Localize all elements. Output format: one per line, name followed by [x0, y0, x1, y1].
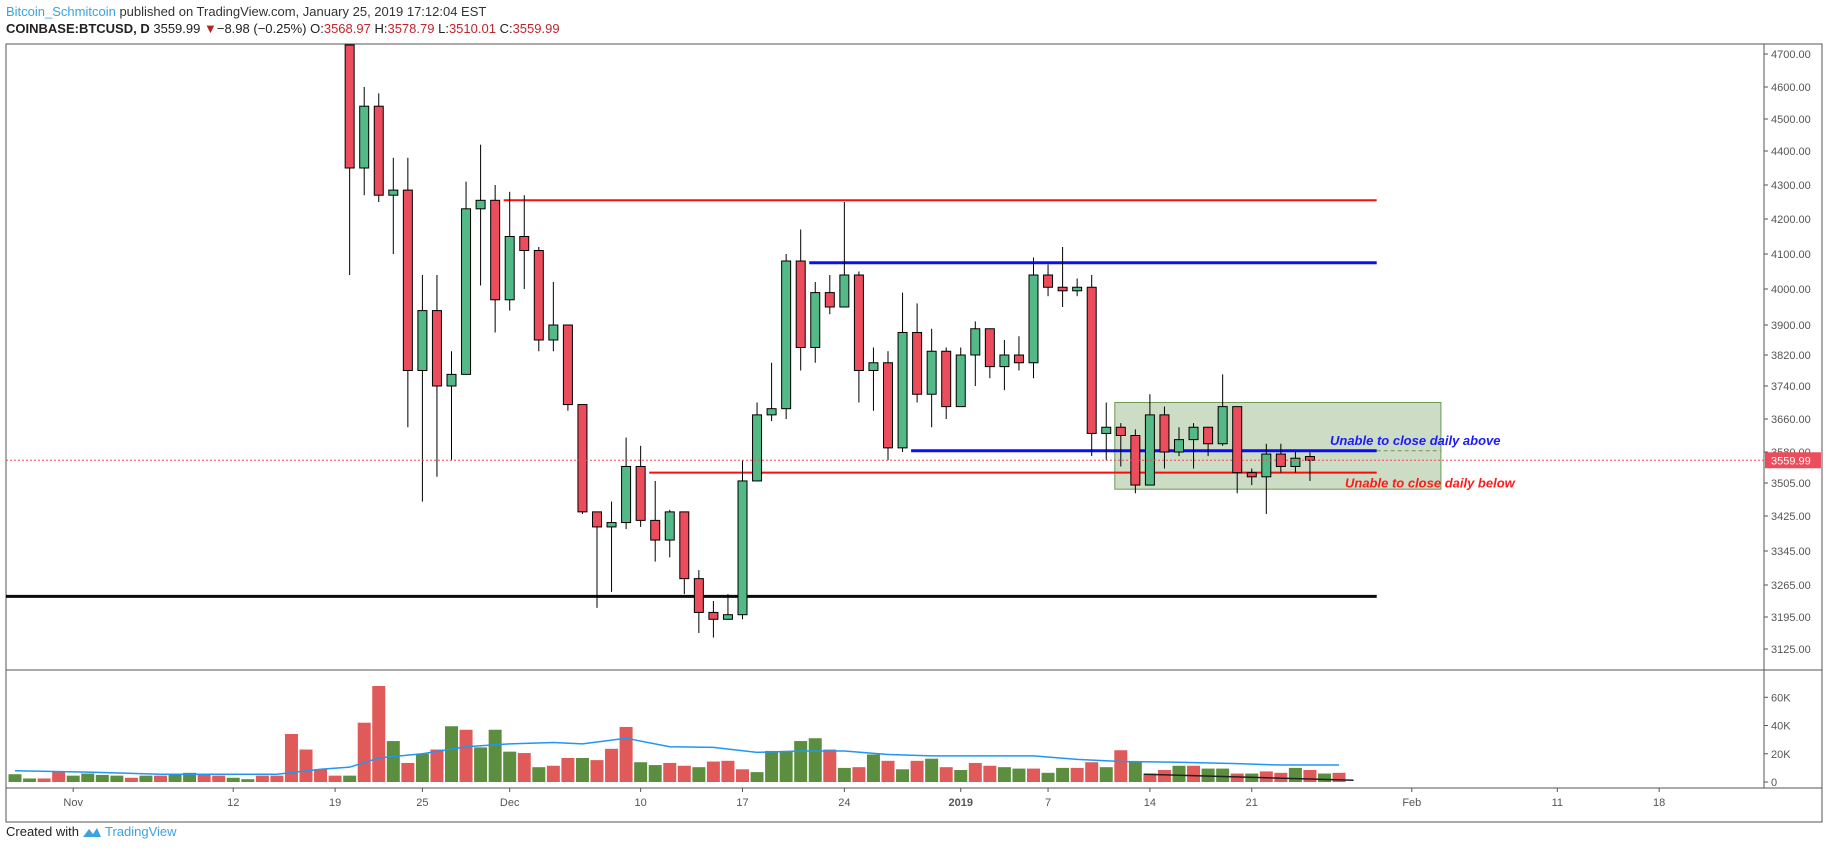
high-label: H: — [374, 21, 388, 36]
time-tick-label: Dec — [500, 797, 520, 809]
tradingview-link[interactable]: TradingView — [104, 824, 177, 839]
price-tick-label: 3425.00 — [1771, 511, 1811, 523]
symbol-label: COINBASE:BTCUSD, D — [6, 21, 150, 36]
price-tick-label: 3265.00 — [1771, 580, 1811, 592]
last-price: 3559.99 — [153, 21, 201, 36]
open-label: O: — [310, 21, 324, 36]
time-tick-label: 7 — [1045, 797, 1051, 809]
close-value: 3559.99 — [512, 21, 560, 36]
author-link[interactable]: Bitcoin_Schmitcoin — [6, 4, 116, 19]
price-tick-label: 3345.00 — [1771, 546, 1811, 558]
price-tick-label: 3820.00 — [1771, 350, 1811, 362]
volume-tick-label: 0 — [1771, 777, 1777, 789]
time-tick-label: 21 — [1246, 797, 1258, 809]
high-value: 3578.79 — [387, 21, 435, 36]
open-value: 3568.97 — [323, 21, 371, 36]
price-tick-label: 4000.00 — [1771, 284, 1811, 296]
volume-tick-label: 60K — [1771, 692, 1791, 704]
down-arrow-icon: ▼ — [203, 21, 217, 36]
time-tick-label: 12 — [227, 797, 239, 809]
price-tick-label: 4500.00 — [1771, 114, 1811, 126]
low-label: L: — [438, 21, 449, 36]
time-tick-label: 19 — [329, 797, 341, 809]
price-change: −8.98 (−0.25%) — [216, 21, 307, 36]
time-tick-label: 18 — [1653, 797, 1665, 809]
svg-text:3559.99: 3559.99 — [1771, 455, 1811, 467]
time-tick-label: 17 — [736, 797, 748, 809]
price-axis[interactable]: 4700.00 4600.00 4500.00 4400.00 4300.00 4200.… — [1764, 49, 1821, 656]
volume-axis[interactable]: 60K 40K 20K 0 — [1764, 692, 1791, 789]
volume-tick-label: 40K — [1771, 721, 1791, 733]
time-tick-label: Nov — [63, 797, 83, 809]
price-tick-label: 4700.00 — [1771, 49, 1811, 61]
annotation-below[interactable]: Unable to close daily below — [1345, 476, 1516, 491]
price-tick-label: 4400.00 — [1771, 146, 1811, 158]
low-value: 3510.01 — [448, 21, 496, 36]
price-tick-label: 4200.00 — [1771, 214, 1811, 226]
annotations[interactable]: Unable to close daily above Unable to cl… — [1330, 433, 1516, 491]
time-tick-label: 2019 — [949, 797, 973, 809]
price-tick-label: 4100.00 — [1771, 249, 1811, 261]
price-tick-label: 3505.00 — [1771, 478, 1811, 490]
symbol-header: COINBASE:BTCUSD, D 3559.99 ▼−8.98 (−0.25… — [6, 21, 560, 36]
footer: Created with TradingView — [6, 824, 177, 839]
created-with-label: Created with — [6, 824, 79, 839]
price-tick-label: 3740.00 — [1771, 381, 1811, 393]
time-tick-label: Feb — [1402, 797, 1421, 809]
publish-header: Bitcoin_Schmitcoin published on TradingV… — [6, 4, 486, 19]
time-tick-label: 11 — [1552, 797, 1563, 809]
published-text: published on TradingView.com, January 25… — [115, 4, 487, 19]
time-tick-label: 14 — [1144, 797, 1156, 809]
time-axis[interactable]: Nov 12 19 25 Dec 10 17 24 2019 7 14 21 Feb 11 18 — [63, 788, 1665, 809]
candlesticks — [344, 44, 1315, 638]
price-tick-label: 3195.00 — [1771, 612, 1811, 624]
time-tick-label: 24 — [838, 797, 850, 809]
volume-tick-label: 20K — [1771, 749, 1791, 761]
horizontal-lines[interactable] — [6, 199, 1441, 598]
price-tick-label: 3660.00 — [1771, 414, 1811, 426]
current-price-tag: 3559.99 — [1765, 452, 1821, 469]
price-tick-label: 4600.00 — [1771, 82, 1811, 94]
time-tick-label: 25 — [416, 797, 428, 809]
tradingview-logo-icon — [82, 827, 101, 837]
close-label: C: — [499, 21, 513, 36]
price-tick-label: 4300.00 — [1771, 180, 1811, 192]
volume-bars — [8, 686, 1354, 782]
time-tick-label: 10 — [635, 797, 647, 809]
price-tick-label: 3900.00 — [1771, 320, 1811, 332]
price-tick-label: 3125.00 — [1771, 644, 1811, 656]
chart-frame — [5, 43, 1823, 823]
annotation-above[interactable]: Unable to close daily above — [1330, 433, 1501, 448]
